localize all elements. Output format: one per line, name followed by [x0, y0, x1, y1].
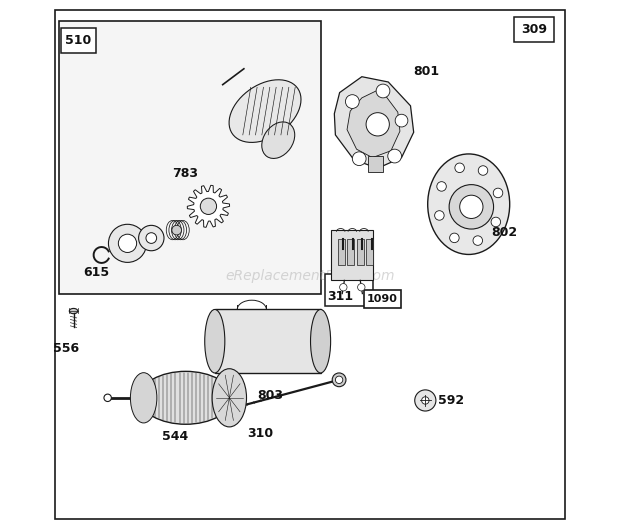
- Ellipse shape: [130, 372, 157, 423]
- Text: 1090: 1090: [367, 295, 398, 304]
- Text: 510: 510: [66, 34, 92, 47]
- Text: 311: 311: [327, 290, 354, 303]
- Bar: [59, 21, 321, 294]
- Text: 803: 803: [257, 389, 283, 402]
- Circle shape: [491, 217, 500, 227]
- Ellipse shape: [140, 371, 232, 424]
- Text: 556: 556: [53, 342, 79, 355]
- Circle shape: [104, 394, 112, 402]
- Circle shape: [494, 188, 503, 198]
- Circle shape: [388, 149, 402, 163]
- Circle shape: [172, 225, 182, 235]
- Ellipse shape: [205, 309, 225, 373]
- Text: 615: 615: [83, 266, 109, 279]
- Circle shape: [335, 376, 343, 384]
- Bar: [356, 239, 364, 264]
- Circle shape: [395, 114, 408, 127]
- Bar: [368, 156, 383, 172]
- Circle shape: [435, 211, 444, 220]
- Bar: [366, 239, 373, 264]
- Text: 802: 802: [492, 226, 518, 239]
- Circle shape: [358, 284, 365, 291]
- Circle shape: [345, 95, 359, 108]
- Polygon shape: [347, 89, 400, 158]
- Text: eReplacementParts.com: eReplacementParts.com: [225, 269, 395, 283]
- Ellipse shape: [108, 224, 146, 262]
- Circle shape: [449, 185, 494, 229]
- Circle shape: [200, 198, 216, 214]
- Circle shape: [352, 152, 366, 166]
- Ellipse shape: [118, 234, 136, 252]
- Polygon shape: [187, 185, 229, 227]
- Bar: [61, 28, 95, 53]
- Circle shape: [366, 113, 389, 136]
- Text: 309: 309: [521, 23, 547, 36]
- Polygon shape: [229, 80, 301, 142]
- Circle shape: [422, 397, 429, 404]
- Ellipse shape: [311, 309, 330, 373]
- Circle shape: [376, 84, 390, 98]
- Circle shape: [455, 163, 464, 172]
- Bar: [364, 290, 401, 308]
- Polygon shape: [334, 77, 414, 168]
- Bar: [325, 274, 373, 306]
- Circle shape: [478, 166, 488, 175]
- Circle shape: [450, 233, 459, 243]
- Text: 801: 801: [413, 65, 440, 78]
- Text: 544: 544: [162, 430, 188, 443]
- Ellipse shape: [69, 308, 78, 314]
- Text: 592: 592: [438, 394, 464, 407]
- Bar: [347, 239, 355, 264]
- Polygon shape: [331, 230, 373, 280]
- Ellipse shape: [428, 154, 510, 254]
- Bar: [337, 239, 345, 264]
- Bar: [514, 17, 554, 42]
- Ellipse shape: [146, 233, 157, 243]
- Text: 783: 783: [172, 167, 198, 180]
- Circle shape: [340, 284, 347, 291]
- Ellipse shape: [212, 369, 247, 427]
- Ellipse shape: [262, 122, 294, 159]
- Ellipse shape: [139, 225, 164, 251]
- Text: 310: 310: [247, 427, 273, 441]
- Circle shape: [459, 195, 483, 218]
- Circle shape: [437, 181, 446, 191]
- Circle shape: [415, 390, 436, 411]
- Circle shape: [473, 236, 482, 245]
- Bar: [215, 309, 321, 373]
- Circle shape: [332, 373, 346, 387]
